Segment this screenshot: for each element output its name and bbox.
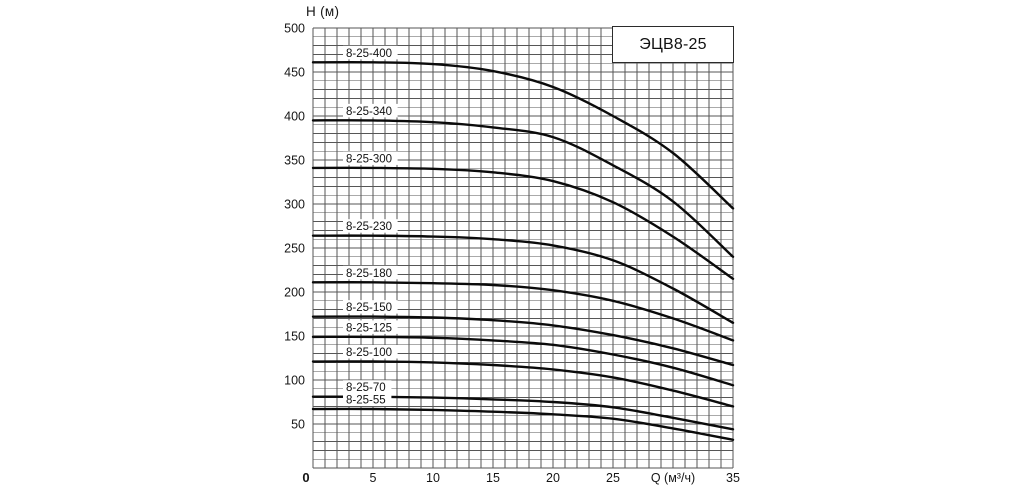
curve-label-8-25-230: 8-25-230 xyxy=(346,221,392,233)
y-tick-label: 400 xyxy=(284,110,305,124)
y-tick-label: 450 xyxy=(284,66,305,80)
y-tick-label: 500 xyxy=(284,22,305,36)
y-tick-label: 200 xyxy=(284,286,305,300)
curve-label-8-25-180: 8-25-180 xyxy=(346,268,392,280)
y-tick-label: 50 xyxy=(291,418,305,432)
grid xyxy=(312,27,734,469)
pump-curve-8-25-340 xyxy=(311,119,735,258)
y-tick-label: 100 xyxy=(284,374,305,388)
y-tick-label: 350 xyxy=(284,154,305,168)
curve-label-bg xyxy=(343,320,398,334)
chart-title: ЭЦВ8-25 xyxy=(639,35,707,53)
curve-label-8-25-150: 8-25-150 xyxy=(346,302,392,314)
y-tick-label: 150 xyxy=(284,330,305,344)
curve-label-8-25-100: 8-25-100 xyxy=(346,347,392,359)
pump-curve-8-25-230 xyxy=(311,234,735,324)
pump-curve-8-25-55 xyxy=(311,407,735,441)
x-tick-label: 35 xyxy=(726,471,740,485)
chart-title-box: ЭЦВ8-25 xyxy=(612,26,734,63)
curve-label-8-25-55: 8-25-55 xyxy=(346,395,386,407)
pump-curve-8-25-300 xyxy=(311,166,735,280)
curve-label-bg xyxy=(343,103,398,118)
y-tick-label: 300 xyxy=(284,198,305,212)
curve-label-bg xyxy=(343,219,398,233)
x-tick-label: 0 xyxy=(302,470,309,485)
curve-label-8-25-340: 8-25-340 xyxy=(346,106,392,118)
x-tick-label: 5 xyxy=(370,471,377,485)
pump-curve-8-25-100 xyxy=(311,360,735,408)
curve-label-bg xyxy=(343,345,398,359)
x-tick-label: 25 xyxy=(606,471,620,485)
curve-label-bg xyxy=(343,300,398,314)
x-tick-label: 15 xyxy=(486,471,500,485)
pump-curve-8-25-180 xyxy=(311,281,735,342)
curve-label-8-25-70: 8-25-70 xyxy=(346,382,386,394)
curve-label-bg xyxy=(343,380,392,394)
x-axis-title: Q (м³/ч) xyxy=(651,471,695,485)
pump-curve-8-25-150 xyxy=(311,315,735,367)
curve-label-bg xyxy=(343,392,392,407)
y-axis-title: H (м) xyxy=(306,4,340,19)
pump-curve-8-25-400 xyxy=(311,60,735,210)
x-tick-label: 20 xyxy=(546,471,560,485)
curve-label-8-25-400: 8-25-400 xyxy=(346,48,392,60)
pump-curve-8-25-125 xyxy=(311,335,735,387)
curve-label-bg xyxy=(343,45,398,60)
curve-label-8-25-300: 8-25-300 xyxy=(346,153,392,165)
curve-label-8-25-125: 8-25-125 xyxy=(346,322,392,334)
curve-label-bg xyxy=(343,151,398,165)
curve-label-bg xyxy=(343,265,398,280)
y-tick-label: 250 xyxy=(284,242,305,256)
x-tick-label: 10 xyxy=(426,471,440,485)
